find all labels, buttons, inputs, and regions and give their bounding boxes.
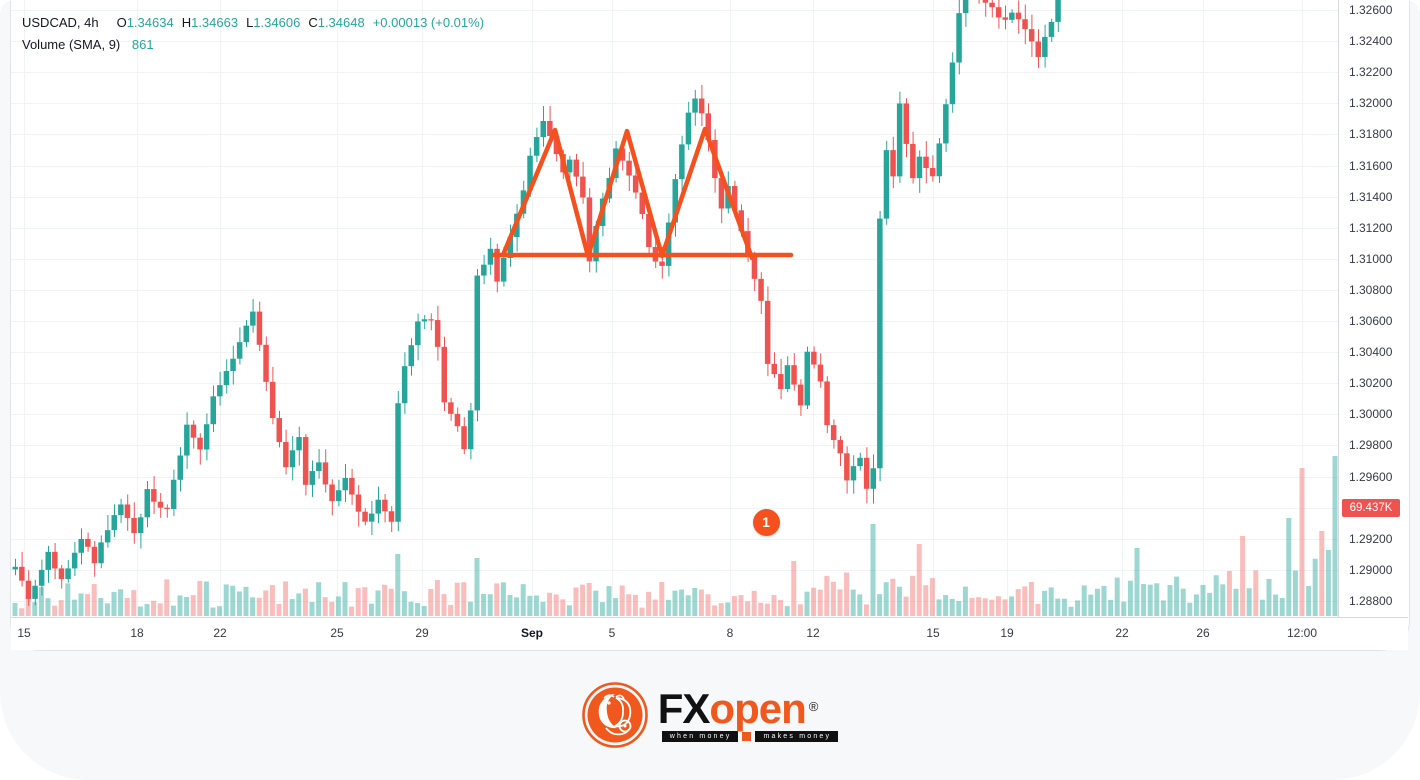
fxopen-logo: FXopen ® when money makes money [581,682,839,748]
volume-sma-value: 861 [131,37,154,52]
price-axis-label: 1.30400 [1349,345,1393,360]
price-axis-label: 1.32000 [1349,96,1393,111]
volume-indicator-label: Volume (SMA, 9) [22,37,121,52]
volume-axis-badge: 69.437K [1342,498,1400,517]
open-label: O [116,15,127,30]
price-axis-label: 1.31800 [1349,127,1393,142]
symbol-legend-row: USDCAD, 4h O1.34634 H1.34663 L1.34606 C1.346… [22,12,484,34]
price-axis-label: 1.31400 [1349,189,1393,204]
price-axis-label: 1.30000 [1349,407,1393,422]
low-label: L [246,15,254,30]
time-axis-label: 18 [130,626,144,640]
fxopen-emblem-icon [581,682,648,748]
price-axis-label: 1.29000 [1349,562,1393,577]
high-label: H [181,15,192,30]
price-axis-label: 1.30200 [1349,376,1393,391]
time-axis-label: 15 [17,626,31,640]
open-value: 1.34634 [126,15,174,30]
brand-tagline: when money makes money [661,730,839,742]
time-axis-label: 8 [726,626,734,640]
volume-legend-row: Volume (SMA, 9) 861 [22,34,484,56]
price-axis-label: 1.32600 [1349,3,1393,17]
price-axis-label: 1.30600 [1349,314,1393,328]
price-axis-label: 1.31600 [1349,158,1393,173]
close-label: C [308,15,318,30]
price-chart-canvas[interactable] [11,0,1338,617]
time-axis-label: 26 [1196,626,1210,640]
low-value: 1.34606 [253,15,301,30]
chart-legend: USDCAD, 4h O1.34634 H1.34663 L1.34606 C1.346… [22,12,484,56]
time-axis-label: 29 [415,626,429,640]
high-value: 1.34663 [191,15,239,30]
time-axis-label: 22 [213,626,227,640]
brand-fx-text: FX [657,684,711,732]
price-axis-label: 1.31000 [1349,251,1393,266]
price-axis-label: 1.31200 [1349,220,1393,235]
time-axis-label: 19 [1000,626,1014,640]
price-axis-label: 1.32200 [1349,65,1393,80]
price-axis-label: 1.29600 [1349,469,1393,484]
fxopen-wordmark: FXopen ® when money makes money [658,687,839,742]
time-axis-label: 22 [1115,626,1129,640]
symbol-title: USDCAD, 4h [22,15,99,30]
tagline-square-icon [742,731,752,741]
price-axis-label: 1.30800 [1349,282,1393,297]
time-axis-label: Sep [520,626,544,640]
time-axis-label: 12:00 [1286,626,1318,640]
fxopen-text: FXopen ® [658,687,838,729]
registered-mark: ® [808,698,819,714]
time-axis-label: 5 [608,626,616,640]
price-axis-label: 1.29800 [1349,438,1393,453]
change-value: +0.00013 (+0.01%) [372,15,485,30]
price-axis-label: 1.32400 [1349,34,1393,49]
brand-open-text: open [709,684,806,732]
close-value: 1.34648 [317,15,365,30]
price-axis-label: 1.28800 [1349,593,1393,608]
time-axis-label: 25 [330,626,344,640]
price-axis-label: 1.29200 [1349,531,1393,546]
annotation-marker-1[interactable]: 1 [752,508,780,536]
time-axis[interactable]: 15 18 22 25 29 Sep 5 8 12 15 19 22 26 12:00 [11,617,1408,650]
time-axis-label: 15 [926,626,940,640]
price-axis[interactable]: 1.32600 1.32400 1.32200 1.32000 1.31800 1.316… [1338,0,1408,617]
time-axis-label: 12 [806,626,820,640]
tagline-right: makes money [755,730,839,742]
footer: FXopen ® when money makes money [0,650,1420,780]
tagline-left: when money [661,730,739,742]
